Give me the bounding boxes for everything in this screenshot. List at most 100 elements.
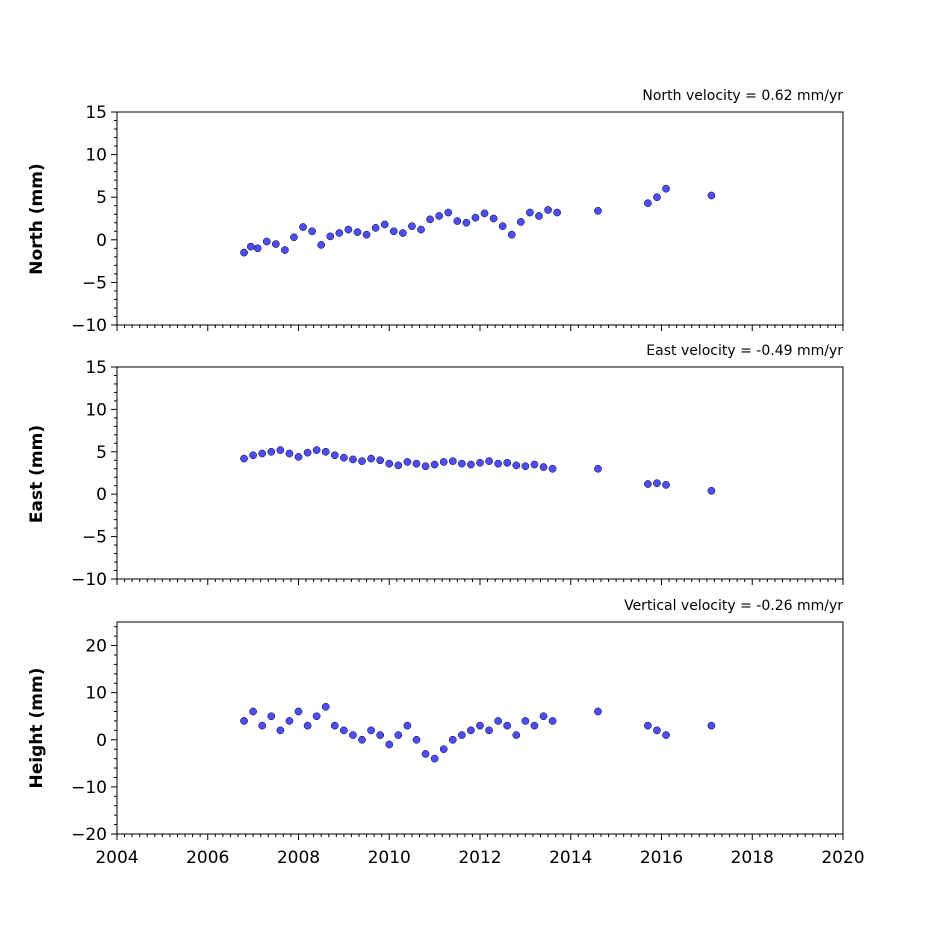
- east-panel: East velocity = -0.49 mm/yr East (mm) −1…: [27, 343, 844, 590]
- data-point: [240, 717, 248, 725]
- y-tick-label: −5: [82, 273, 107, 293]
- data-point: [317, 241, 326, 249]
- data-point: [644, 199, 652, 208]
- height-panel: Vertical velocity = -0.26 mm/yr Height (…: [27, 598, 865, 868]
- data-point: [408, 222, 416, 231]
- data-point: [512, 731, 521, 739]
- data-point: [476, 721, 484, 730]
- y-tick-label: 20: [85, 637, 107, 657]
- data-point: [267, 447, 276, 456]
- data-point: [340, 726, 348, 735]
- x-tick-label: 2012: [458, 848, 501, 868]
- data-point: [458, 459, 466, 468]
- data-point: [290, 233, 298, 242]
- data-point: [426, 215, 434, 224]
- data-point: [485, 726, 493, 735]
- x-tick-label: 2016: [640, 848, 683, 868]
- data-point: [507, 230, 516, 239]
- data-point: [303, 721, 312, 730]
- y-tick-label: 5: [96, 443, 107, 463]
- north-panel: North velocity = 0.62 mm/yr North (mm) −…: [27, 88, 844, 336]
- data-point: [421, 462, 430, 471]
- data-point: [548, 464, 557, 473]
- data-point: [594, 707, 602, 716]
- data-point: [417, 225, 425, 234]
- data-point: [353, 228, 362, 236]
- data-point: [439, 745, 448, 754]
- data-point: [448, 735, 457, 744]
- data-point: [476, 458, 484, 467]
- data-point: [707, 721, 716, 730]
- data-point: [335, 229, 344, 237]
- x-tick-label: 2008: [277, 848, 320, 868]
- north-axis-ticks: −10 −5 0 5 10 15: [71, 103, 844, 336]
- data-point: [362, 230, 371, 239]
- data-point: [312, 446, 321, 454]
- data-point: [412, 735, 421, 744]
- data-point: [389, 227, 398, 236]
- data-point: [489, 214, 498, 223]
- data-point: [247, 242, 255, 251]
- data-point: [535, 212, 543, 220]
- y-tick-label: −20: [71, 825, 107, 845]
- data-point: [480, 209, 489, 218]
- data-point: [453, 217, 462, 225]
- data-point: [321, 702, 330, 711]
- east-y-axis-label: East (mm): [27, 425, 47, 523]
- data-point: [294, 707, 303, 716]
- data-point: [367, 726, 375, 735]
- data-point: [494, 717, 502, 725]
- data-point: [249, 451, 257, 460]
- data-point: [539, 712, 548, 721]
- data-point: [444, 208, 453, 217]
- data-point: [594, 206, 602, 215]
- height-y-axis-label: Height (mm): [27, 668, 47, 789]
- x-tick-label: 2006: [186, 848, 229, 868]
- data-point: [240, 248, 248, 257]
- y-tick-label: −10: [71, 316, 107, 336]
- data-point: [662, 481, 670, 489]
- x-tick-label: 2020: [821, 848, 864, 868]
- data-point: [435, 212, 444, 220]
- data-point: [385, 740, 394, 749]
- y-tick-label: 15: [85, 358, 107, 378]
- data-point: [326, 232, 335, 241]
- data-point: [594, 464, 602, 473]
- data-point: [530, 721, 539, 730]
- data-point: [312, 712, 321, 721]
- data-point: [308, 227, 316, 236]
- data-point: [276, 726, 285, 735]
- data-point: [367, 454, 375, 463]
- data-point: [467, 726, 475, 735]
- data-point: [653, 479, 661, 488]
- x-tick-label: 2004: [95, 848, 138, 868]
- data-point: [530, 460, 539, 469]
- data-point: [303, 448, 312, 457]
- data-point: [285, 717, 294, 725]
- x-tick-label: 2010: [368, 848, 411, 868]
- data-point: [271, 240, 280, 248]
- data-point: [376, 731, 385, 739]
- data-point: [485, 457, 493, 465]
- data-point: [526, 208, 534, 217]
- data-point: [262, 237, 271, 246]
- data-point: [294, 453, 303, 461]
- data-point: [330, 451, 339, 460]
- data-point: [249, 707, 257, 716]
- data-point: [553, 208, 561, 217]
- data-point: [380, 220, 389, 229]
- east-plot-frame: [116, 366, 844, 580]
- data-point: [548, 717, 557, 725]
- data-point: [403, 721, 412, 730]
- y-tick-label: 5: [96, 188, 107, 208]
- data-point: [539, 463, 548, 471]
- east-axis-ticks: −10 −5 0 5 10 15: [71, 358, 844, 590]
- data-point: [521, 717, 530, 725]
- data-point: [403, 458, 412, 466]
- y-tick-label: 0: [96, 485, 107, 505]
- data-point: [662, 731, 670, 739]
- data-point: [653, 193, 661, 202]
- data-point: [516, 218, 525, 226]
- north-velocity-title: North velocity = 0.62 mm/yr: [642, 88, 843, 104]
